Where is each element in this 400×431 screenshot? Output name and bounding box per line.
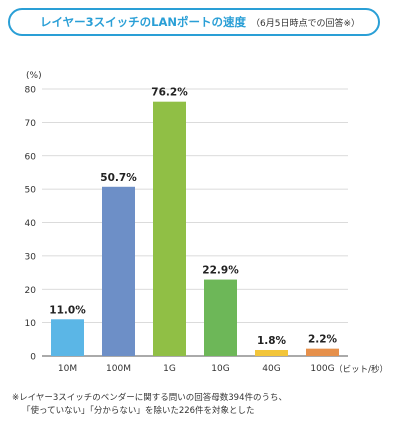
data-label: 1.8% bbox=[257, 335, 287, 347]
y-tick-label: 10 bbox=[25, 319, 37, 329]
bar-100g bbox=[306, 348, 339, 356]
y-tick-label: 20 bbox=[25, 286, 37, 296]
y-tick-label: 50 bbox=[25, 186, 37, 196]
y-unit-label: (%) bbox=[26, 71, 42, 81]
y-tick-label: 70 bbox=[25, 119, 37, 129]
chart-title: レイヤー3スイッチのLANポートの速度 bbox=[40, 15, 247, 29]
chart-note: （6月5日時点での回答※） bbox=[251, 19, 360, 29]
x-tick-label: 40G bbox=[262, 364, 280, 374]
data-label: 76.2% bbox=[151, 87, 188, 99]
bar-10g bbox=[204, 279, 237, 356]
bar-1g bbox=[153, 101, 186, 357]
x-tick-label: 100M bbox=[106, 364, 131, 374]
y-tick-label: 0 bbox=[30, 353, 36, 363]
data-label: 11.0% bbox=[49, 304, 86, 316]
footnote-line-2: 「使っていない」「分からない」を除いた226件を対象とした bbox=[22, 406, 255, 416]
footnote-line-1: ※レイヤー3スイッチのベンダーに関する問いの回答母数394件のうち、 bbox=[12, 393, 288, 403]
x-tick-label: 1G bbox=[163, 364, 176, 374]
title-box: レイヤー3スイッチのLANポートの速度 （6月5日時点での回答※） bbox=[8, 8, 380, 36]
bar-100m bbox=[102, 186, 135, 356]
y-tick-label: 80 bbox=[25, 86, 37, 96]
x-tick-label: 100G bbox=[310, 364, 334, 374]
x-tick-label: 10M bbox=[58, 364, 77, 374]
data-label: 2.2% bbox=[308, 334, 338, 346]
bar-chart: 0 10 20 30 40 50 60 70 80 (%) 11.0% 10M 50.7% 100M 76.… bbox=[25, 71, 388, 375]
y-tick-label: 60 bbox=[25, 152, 37, 162]
bar-10m bbox=[51, 319, 84, 356]
y-tick-label: 40 bbox=[25, 219, 37, 229]
x-unit-label: （ビット/秒） bbox=[334, 364, 388, 375]
data-label: 22.9% bbox=[202, 265, 239, 277]
bar-40g bbox=[255, 349, 288, 356]
data-label: 50.7% bbox=[100, 172, 137, 184]
y-tick-label: 30 bbox=[25, 252, 37, 262]
x-tick-label: 10G bbox=[211, 364, 229, 374]
